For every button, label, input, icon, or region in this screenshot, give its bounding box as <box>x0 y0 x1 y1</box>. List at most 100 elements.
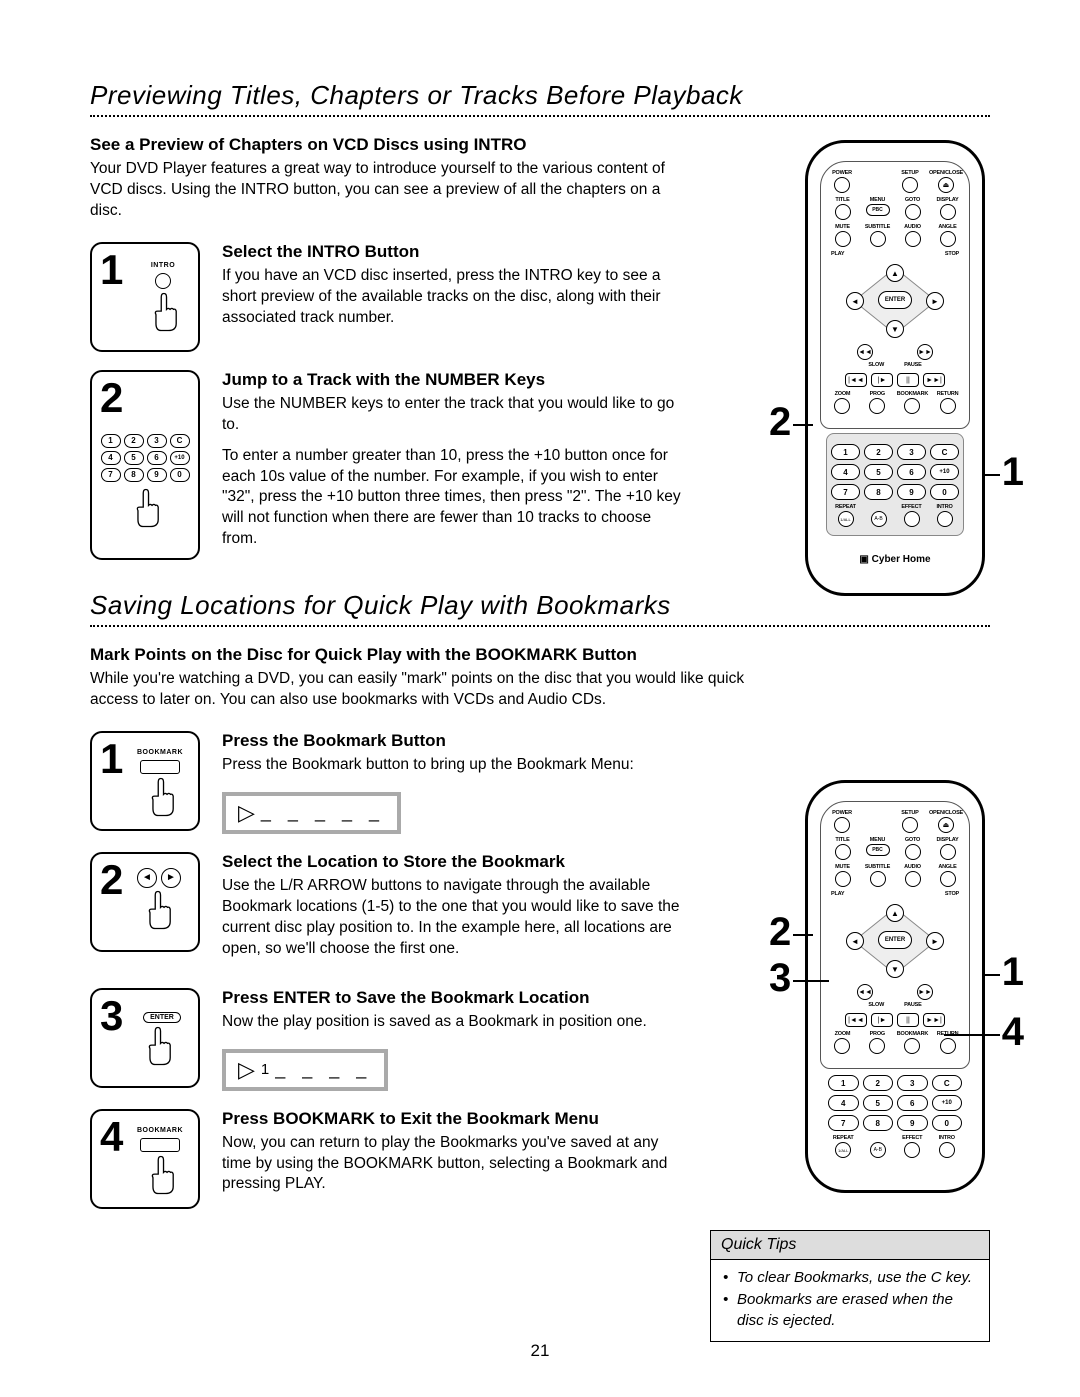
slow-button: |► <box>871 1013 893 1027</box>
divider <box>90 625 990 627</box>
remote-label: OPEN/CLOSE <box>929 170 963 176</box>
remote-num: 5 <box>863 1095 894 1111</box>
next-button: ►►| <box>923 1013 945 1027</box>
remote-label: GOTO <box>897 837 928 843</box>
remote-label: POWER <box>827 170 857 176</box>
remote-num: 2 <box>864 444 893 460</box>
remote-num: 2 <box>863 1075 894 1091</box>
s1-step2-title: Jump to a Track with the NUMBER Keys <box>222 370 682 390</box>
remote-label: REPEAT <box>828 1135 859 1141</box>
left-arrow-icon: ◄ <box>137 868 157 888</box>
repeat-button: 1/ALL <box>838 511 854 527</box>
s2-step3-card: 3 ENTER <box>90 988 200 1088</box>
remote-num: 7 <box>831 484 860 500</box>
callout-4: 4 <box>1002 1010 1024 1055</box>
ab-button: A-B <box>870 1142 886 1158</box>
hand-icon <box>127 486 163 530</box>
remote-num: 8 <box>864 484 893 500</box>
title-button <box>835 844 851 860</box>
s2-step2-num: 2 <box>100 856 123 904</box>
bookmark-display: ▷ _ _ _ _ _ <box>222 792 401 834</box>
flag-icon: ▷ <box>238 802 255 824</box>
bookmark-display: ▷ 1 _ _ _ _ <box>222 1049 388 1091</box>
s2-step2-title: Select the Location to Store the Bookmar… <box>222 852 682 872</box>
pbc-button: PBC <box>866 844 890 856</box>
s1-step1-card: 1 INTRO <box>90 242 200 352</box>
dpad: ▲ ▼ ◄ ► ENTER <box>827 902 963 980</box>
ab-button: A-B <box>871 511 887 527</box>
s2-step1-title: Press the Bookmark Button <box>222 731 634 751</box>
remote-num: 7 <box>828 1115 859 1131</box>
forward-button: ►► <box>917 984 933 1000</box>
bookmark-button <box>904 398 920 414</box>
remote-label: PLAY <box>831 251 844 257</box>
hand-icon <box>139 1024 175 1068</box>
title-button <box>835 204 851 220</box>
forward-button: ►► <box>917 344 933 360</box>
remote-num: C <box>930 444 959 460</box>
hand-icon <box>142 775 178 819</box>
remote-label: POWER <box>827 810 857 816</box>
remote-label: INTRO <box>930 504 959 510</box>
down-button: ▼ <box>886 320 904 338</box>
remote-num: 9 <box>897 484 926 500</box>
remote-num: C <box>932 1075 963 1091</box>
s2-step2-card: 2 ◄ ► <box>90 852 200 952</box>
remote-num: 4 <box>831 464 860 480</box>
s2-step3-text: Press ENTER to Save the Bookmark Locatio… <box>222 988 647 1091</box>
remote-label: AUDIO <box>897 224 928 230</box>
right-arrow-icon: ► <box>161 868 181 888</box>
return-button <box>940 1038 956 1054</box>
remote-diagram-2: POWER SETUP OPEN/CLOSE⏏ TITLE MENUPBC GO… <box>805 780 990 1193</box>
next-button: ►►| <box>923 373 945 387</box>
remote-num: 3 <box>897 444 926 460</box>
callout-line <box>982 474 1000 476</box>
remote-label: MUTE <box>827 224 858 230</box>
intro-button <box>937 511 953 527</box>
bookmark-button <box>904 1038 920 1054</box>
rewind-button: ◄◄ <box>857 344 873 360</box>
remote-label: SETUP <box>895 170 925 176</box>
s1-step2-card: 2 1 2 3 C 4 5 6 +10 7 8 9 0 <box>90 370 200 560</box>
remote-num: 5 <box>864 464 893 480</box>
s1-step2-num: 2 <box>100 374 123 422</box>
s2-step4-num: 4 <box>100 1113 123 1161</box>
s1-step1-num: 1 <box>100 246 123 294</box>
s2-intro: While you're watching a DVD, you can eas… <box>90 669 790 711</box>
num-key: 7 <box>101 468 121 482</box>
down-button: ▼ <box>886 960 904 978</box>
mute-button <box>835 231 851 247</box>
quick-tips-title: Quick Tips <box>711 1231 989 1260</box>
quick-tips-box: Quick Tips To clear Bookmarks, use the C… <box>710 1230 990 1342</box>
num-key: 6 <box>147 451 167 465</box>
callout-line <box>982 974 1000 976</box>
intro-button-icon <box>155 273 171 289</box>
hand-icon <box>145 290 181 334</box>
num-key: 2 <box>124 434 144 448</box>
num-key: 8 <box>124 468 144 482</box>
remote-label: BOOKMARK <box>897 391 928 397</box>
flag-slots: _ _ _ _ _ <box>261 802 385 823</box>
power-button <box>834 817 850 833</box>
s1-step1-title: Select the INTRO Button <box>222 242 682 262</box>
s2-step1-card: 1 BOOKMARK <box>90 731 200 831</box>
rewind-button: ◄◄ <box>857 984 873 1000</box>
s2-step1-body: Press the Bookmark button to bring up th… <box>222 755 634 776</box>
remote-label: SLOW <box>868 362 884 368</box>
remote-label: DISPLAY <box>932 197 963 203</box>
audio-button <box>905 871 921 887</box>
s2-step1-num: 1 <box>100 735 123 783</box>
pause-button: || <box>897 1013 919 1027</box>
audio-button <box>905 231 921 247</box>
remote-label: STOP <box>945 891 959 897</box>
remote-label: SETUP <box>895 810 925 816</box>
remote-label: TITLE <box>827 837 858 843</box>
right-button: ► <box>926 932 944 950</box>
remote-num: 3 <box>897 1075 928 1091</box>
mute-button <box>835 871 851 887</box>
s1-step2-body1: Use the NUMBER keys to enter the track t… <box>222 394 682 436</box>
s2-step4-title: Press BOOKMARK to Exit the Bookmark Menu <box>222 1109 682 1129</box>
remote-diagram-1: POWER SETUP OPEN/CLOSE⏏ TITLE MENUPBC GO… <box>805 140 990 596</box>
bookmark-label: BOOKMARK <box>137 749 183 756</box>
remote-num: 6 <box>897 1095 928 1111</box>
